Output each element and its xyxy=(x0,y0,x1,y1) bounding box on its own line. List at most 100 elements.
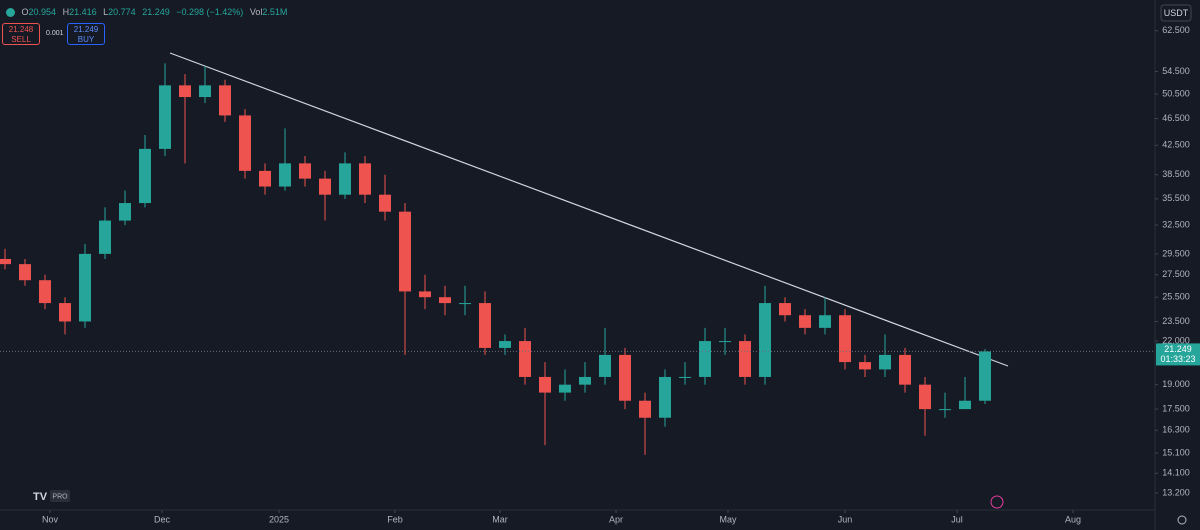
y-tick-label: 35.500 xyxy=(1162,193,1190,203)
candle-body xyxy=(99,220,111,254)
open-label: O xyxy=(21,7,29,17)
candle-body xyxy=(659,376,671,418)
candle-body xyxy=(139,148,151,204)
candle-body xyxy=(159,85,171,149)
change: −0.298 (−1.42%) xyxy=(176,7,244,17)
candle-body xyxy=(739,341,751,377)
candle-body xyxy=(379,194,391,212)
candle-body xyxy=(319,178,331,195)
candle-body xyxy=(559,384,571,393)
y-tick-label: 19.000 xyxy=(1162,379,1190,389)
high-label: H xyxy=(62,7,70,17)
vol: 2.51M xyxy=(262,7,288,17)
candle-body xyxy=(399,211,411,292)
y-tick-label: 42.500 xyxy=(1162,140,1190,150)
sell-label: SELL xyxy=(11,35,31,44)
y-tick-label: 54.500 xyxy=(1162,66,1190,76)
candle-body xyxy=(499,341,511,348)
candle-body xyxy=(919,384,931,410)
x-tick-label: Nov xyxy=(42,514,59,524)
y-tick-label: 27.500 xyxy=(1162,269,1190,279)
symbol-icon xyxy=(6,8,15,18)
ohlc-header: O20.954 H21.416 L20.774 21.249 −0.298 (−… xyxy=(6,7,291,18)
y-tick-label: 22.000 xyxy=(1162,335,1190,345)
open: 20.954 xyxy=(28,7,57,17)
plot xyxy=(0,63,991,455)
y-tick-label: 46.500 xyxy=(1162,113,1190,123)
spread: 0.001 xyxy=(46,30,64,37)
candle-body xyxy=(879,354,891,370)
x-tick-label: 2025 xyxy=(269,514,289,524)
buy-button[interactable]: 21.249 BUY xyxy=(67,23,105,45)
x-tick-label: May xyxy=(719,514,737,524)
candle-body xyxy=(419,291,431,298)
y-tick-label: 23.500 xyxy=(1162,316,1190,326)
last-price-label: 21.249 xyxy=(1164,344,1192,354)
candle-body xyxy=(779,303,791,316)
y-tick-label: 15.100 xyxy=(1162,447,1190,457)
candle-body xyxy=(19,264,31,281)
candle-body xyxy=(239,115,251,171)
settings-icon[interactable] xyxy=(1177,515,1187,525)
candle-body xyxy=(939,409,951,411)
alert-icon[interactable] xyxy=(990,495,1004,509)
logo-badge-bg xyxy=(50,490,70,502)
candle-body xyxy=(959,400,971,410)
candle-body xyxy=(259,170,271,187)
candle-body xyxy=(719,341,731,343)
candle-body xyxy=(179,85,191,98)
candle-body xyxy=(79,253,91,322)
x-tick-label: Aug xyxy=(1065,514,1081,524)
candle-body xyxy=(59,303,71,322)
candle-body xyxy=(639,400,651,418)
currency: USDT xyxy=(1164,8,1189,18)
last-price-box xyxy=(1156,343,1200,366)
candle-body xyxy=(899,354,911,385)
close: 21.249 xyxy=(142,7,170,17)
candle-body xyxy=(39,280,51,304)
vol-label: Vol xyxy=(249,7,263,17)
candle-body xyxy=(699,341,711,377)
buy-label: BUY xyxy=(77,35,95,44)
y-tick-label: 25.500 xyxy=(1162,292,1190,302)
y-tick-label: 13.200 xyxy=(1162,487,1190,497)
candle-body xyxy=(539,376,551,393)
candle-body xyxy=(679,376,691,378)
logo-badge: PRO xyxy=(52,493,68,500)
candle-body xyxy=(759,303,771,377)
candle-body xyxy=(279,163,291,187)
y-tick-label: 62.500 xyxy=(1162,25,1190,35)
candle-body xyxy=(219,85,231,116)
sell-button[interactable]: 21.248 SELL xyxy=(2,23,40,45)
y-tick-label: 16.300 xyxy=(1162,425,1190,435)
candle-body xyxy=(579,376,591,385)
candle-body xyxy=(479,303,491,348)
candle-body xyxy=(839,315,851,363)
candle-body xyxy=(359,163,371,195)
low-label: L xyxy=(103,7,109,17)
x-tick-label: Mar xyxy=(492,514,508,524)
candle-body xyxy=(599,354,611,377)
y-tick-label: 38.500 xyxy=(1162,169,1190,179)
candle-body xyxy=(439,297,451,304)
x-tick-label: Jun xyxy=(838,514,853,524)
low: 20.774 xyxy=(108,7,136,17)
currency-box[interactable] xyxy=(1160,4,1192,22)
candle-body xyxy=(199,85,211,98)
candle-body xyxy=(859,362,871,370)
candle-body xyxy=(0,258,11,265)
candle-body xyxy=(299,163,311,179)
x-tick-label: Feb xyxy=(387,514,403,524)
high: 21.416 xyxy=(69,7,97,17)
candle-body xyxy=(979,351,991,401)
y-tick-label: 14.100 xyxy=(1162,468,1190,478)
logo: TV xyxy=(33,491,48,503)
candle-body xyxy=(799,315,811,328)
candle-body xyxy=(459,303,471,305)
candle-body xyxy=(119,203,131,221)
countdown: 01:33:23 xyxy=(1160,354,1195,364)
x-tick-label: Dec xyxy=(154,514,171,524)
y-tick-label: 17.500 xyxy=(1162,403,1190,413)
